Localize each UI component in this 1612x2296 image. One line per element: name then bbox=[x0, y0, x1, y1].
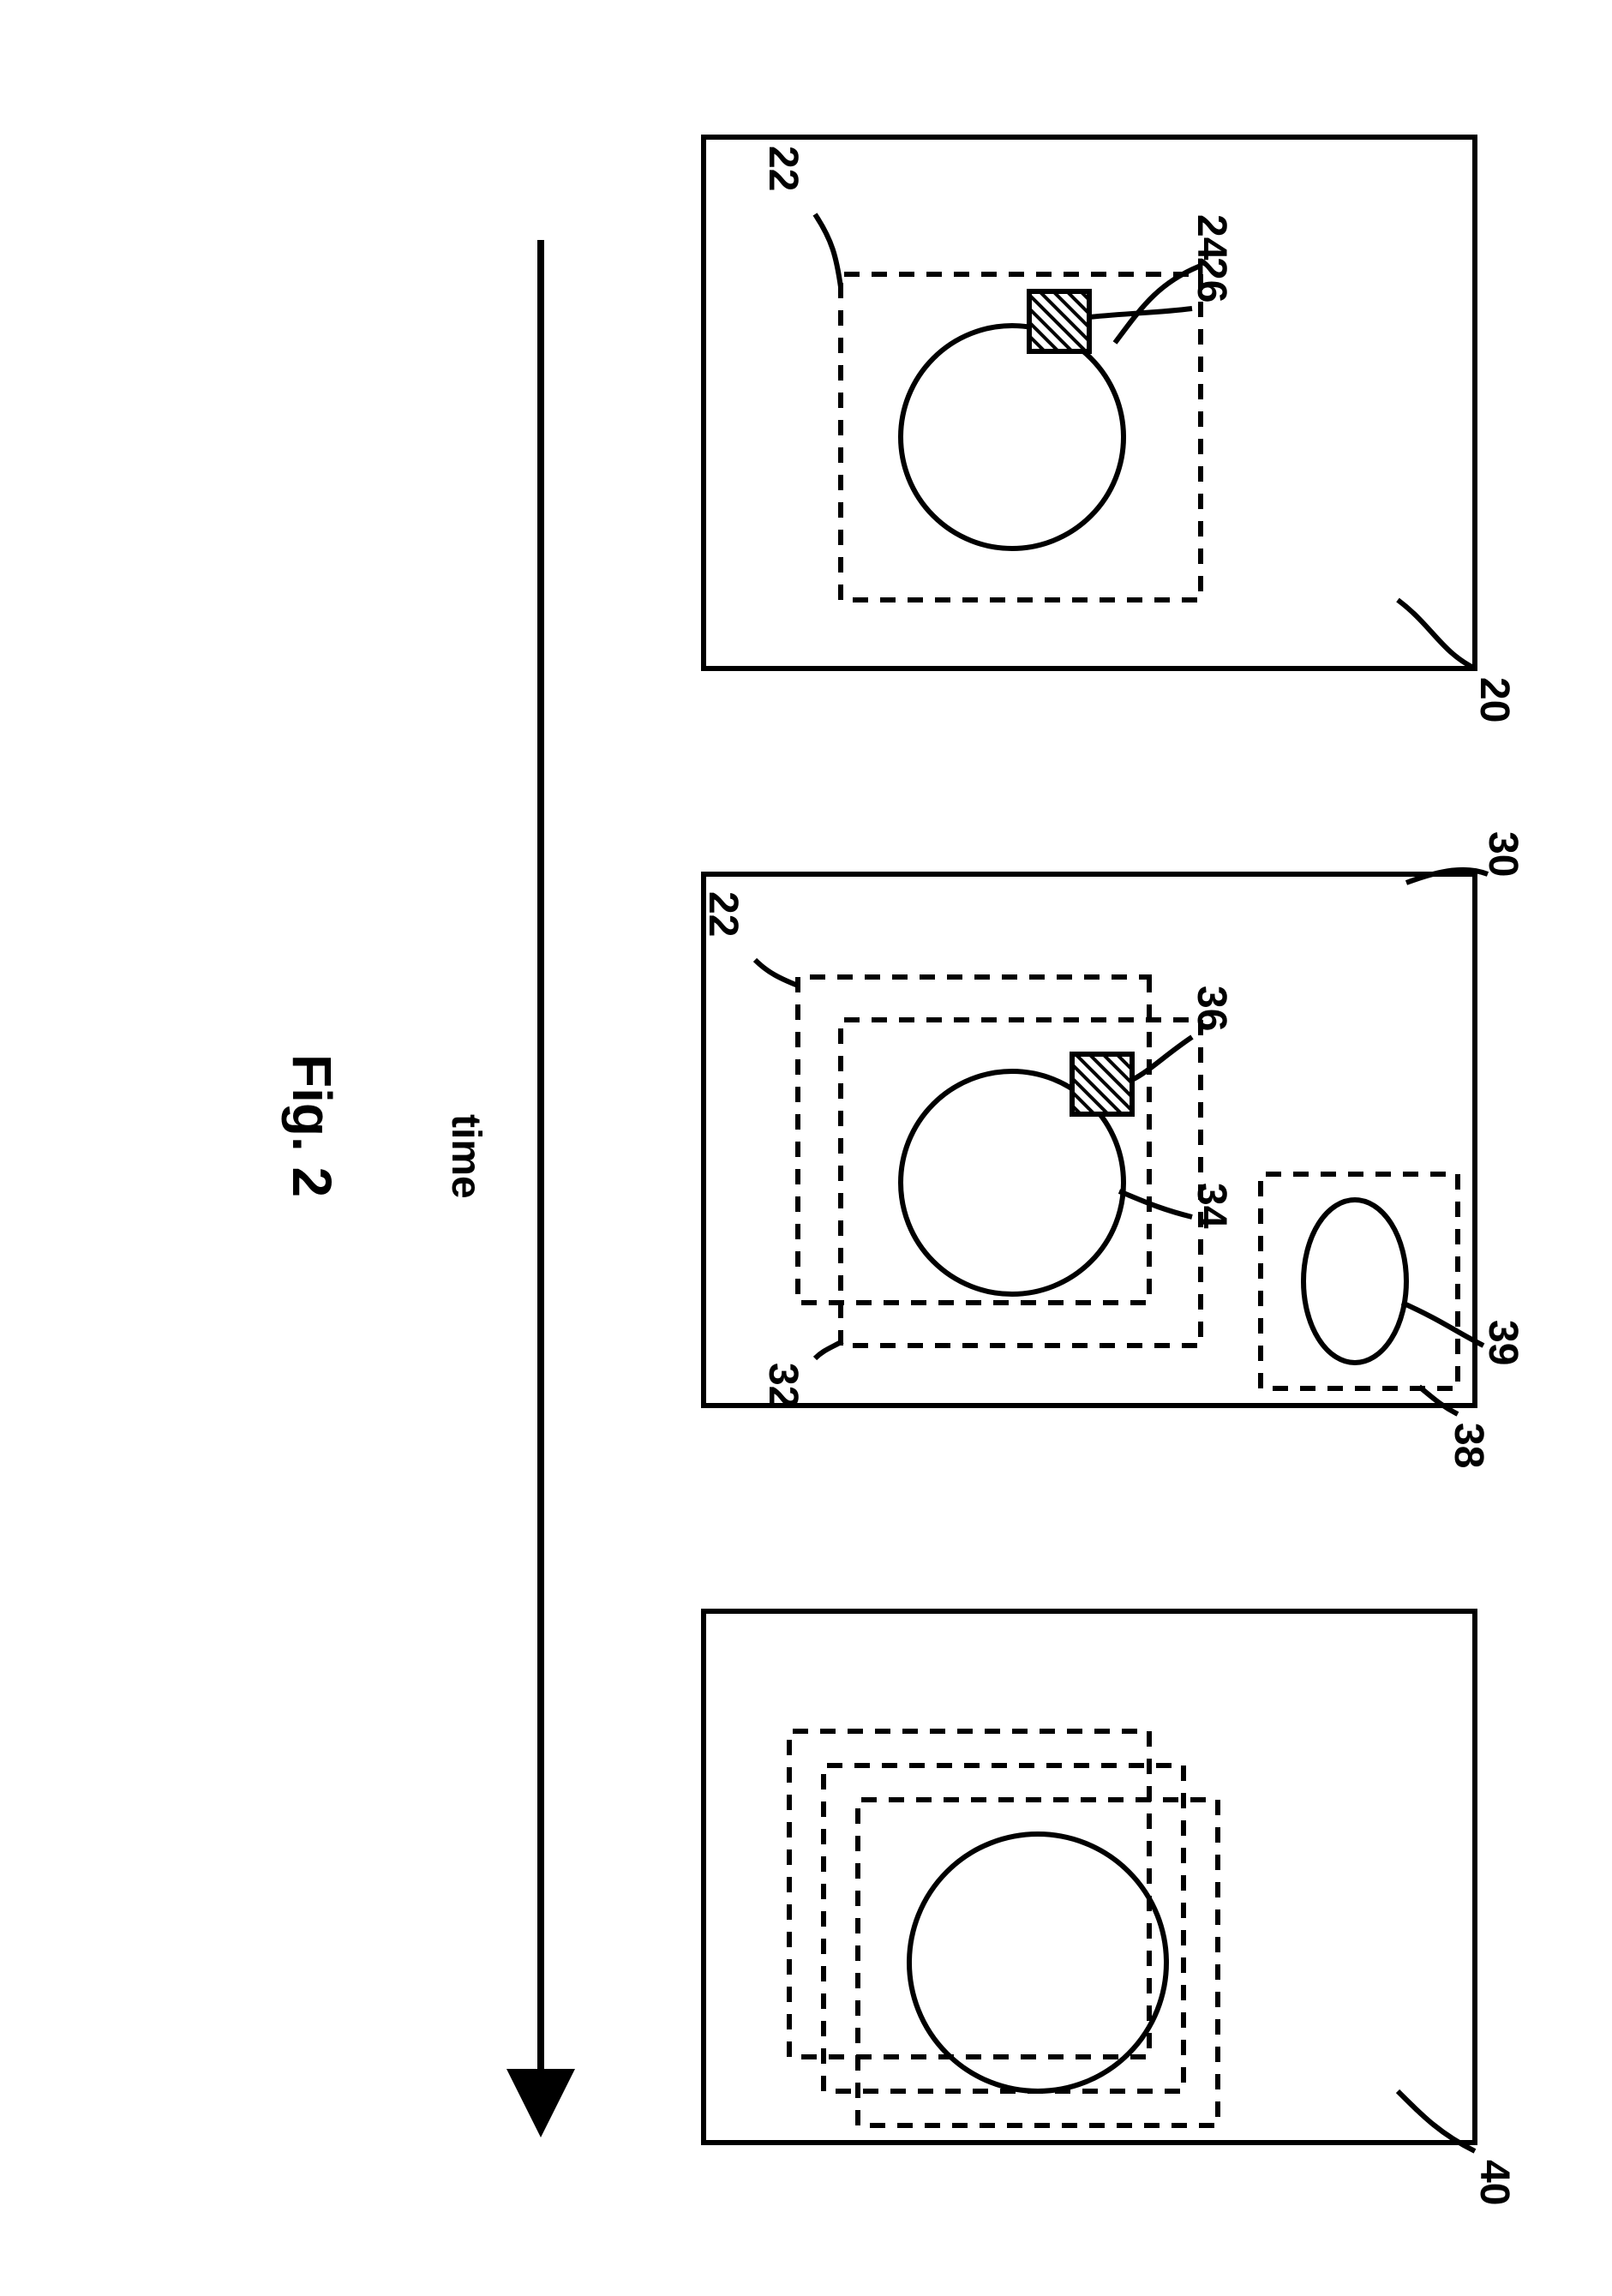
panel-2-top-dashed-label: 38 bbox=[1445, 1423, 1492, 1468]
panel-2-top-ellipse-label: 39 bbox=[1479, 1320, 1526, 1365]
figure-caption: Fig. 2 bbox=[280, 1054, 344, 1197]
panel-1-dashed-1-label: 22 bbox=[759, 146, 806, 191]
panel-2-dashed-1-leader bbox=[755, 960, 798, 986]
panel-1-label: 20 bbox=[1471, 677, 1518, 722]
panel-2-dashed-1-label: 22 bbox=[699, 891, 746, 937]
figure-stage: 20 22 2426 30 22 32 34 36 38 39 40 time Fig. 2 bbox=[0, 0, 1612, 2296]
panel-2-dashed-2-label: 32 bbox=[759, 1363, 806, 1408]
panel-2-hatched-leader bbox=[1132, 1037, 1192, 1080]
panel-2-circle-leader bbox=[1119, 1191, 1192, 1217]
panel-2-top-dashed bbox=[1261, 1174, 1458, 1388]
figure-svg bbox=[0, 0, 1612, 2296]
panel-3-label: 40 bbox=[1471, 2160, 1518, 2205]
panel-1-circle bbox=[901, 326, 1124, 549]
panel-1-dashed-1 bbox=[841, 274, 1201, 600]
panel-2-label: 30 bbox=[1479, 831, 1526, 877]
panel-1-hatched-label: 26 bbox=[1188, 257, 1235, 303]
panel-2-top-ellipse bbox=[1303, 1200, 1406, 1363]
panel-1-leader bbox=[1398, 600, 1475, 668]
panel-2-frame bbox=[704, 874, 1475, 1406]
panel-2-hatched bbox=[1072, 1054, 1132, 1114]
panel-3-circle bbox=[909, 1834, 1166, 2091]
panel-1-dashed-1-leader bbox=[815, 214, 841, 287]
time-axis-label: time bbox=[442, 1114, 489, 1199]
panel-2-dashed-2-leader bbox=[815, 1341, 842, 1358]
panel-1-circle-label: 24 bbox=[1188, 214, 1235, 260]
panel-2-top-ellipse-leader bbox=[1402, 1303, 1483, 1346]
panel-2-hatched-label: 36 bbox=[1188, 986, 1235, 1031]
panel-1-hatched bbox=[1029, 291, 1089, 351]
panel-3-dashed-2 bbox=[824, 1765, 1184, 2091]
panel-3-frame bbox=[704, 1611, 1475, 2143]
panel-2-circle-label: 34 bbox=[1188, 1183, 1235, 1228]
panel-3-dashed-1 bbox=[789, 1731, 1149, 2057]
